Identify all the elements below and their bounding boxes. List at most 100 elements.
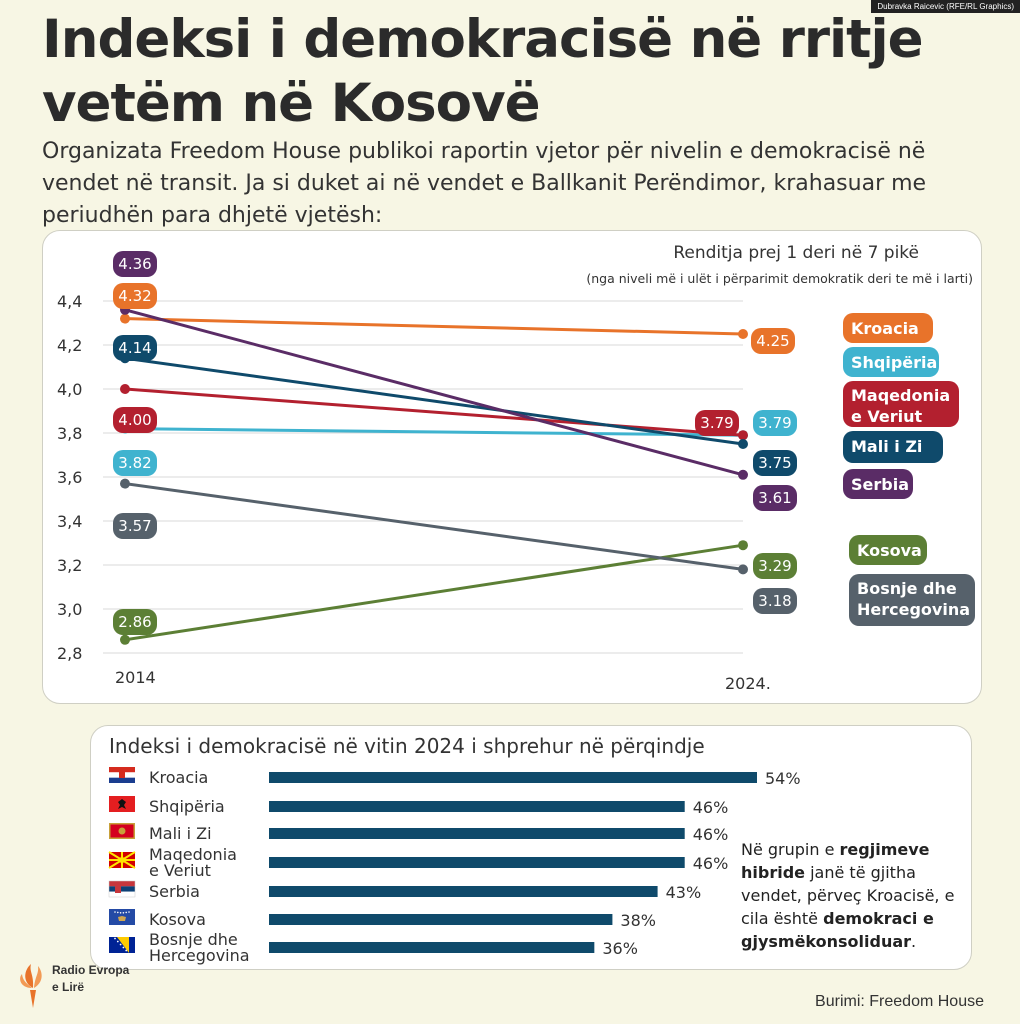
- series-line-shqiperia: [124, 427, 744, 437]
- series-line-kroacia: [124, 317, 744, 336]
- y-tick-label: 4,4: [57, 292, 82, 311]
- series-maqedonia-e-veriut: [120, 384, 748, 441]
- legend-box-bosnje-dhe-hercegovina: [849, 574, 975, 626]
- bar-category-label-mali-i-zi: Mali i Zi: [149, 824, 212, 843]
- bar-category-label-bosnje-dhe-hercegovina: Bosnje dhe Hercegovina: [149, 930, 250, 965]
- rfe-logo: Radio Evropa e Lirë: [16, 960, 156, 1016]
- bar-row-mali-i-zi: Mali i Zi 46%: [109, 823, 728, 844]
- data-label-maqedonia-e-veriut-2014: 4.00: [118, 411, 151, 429]
- data-label-mali-i-zi-2024-bg: [753, 450, 797, 476]
- bar-kroacia: [269, 772, 757, 783]
- series-kosova: [120, 540, 748, 645]
- series-line-kosova: [124, 543, 744, 642]
- y-tick-label: 3,0: [57, 600, 82, 619]
- data-label-kroacia-2014-bg: [113, 283, 157, 309]
- legend-label-maqedonia-e-veriut: Maqedonia e Veriut: [851, 386, 950, 426]
- legend-label-serbia: Serbia: [851, 475, 909, 494]
- labels-kroacia: 4.32 4.25 Kroacia: [113, 283, 933, 354]
- bar-value-label-kosova: 38%: [620, 911, 656, 930]
- page-subtitle: Organizata Freedom House publikoi raport…: [42, 139, 927, 228]
- data-point-kroacia-0: [120, 313, 130, 324]
- series-bosnje-dhe-hercegovina: [120, 478, 748, 575]
- bar-row-shqiperia: Shqipëria 46%: [109, 796, 728, 817]
- legend-box-shqiperia: [843, 347, 939, 377]
- bar-bosnje-dhe-hercegovina: [269, 942, 595, 953]
- data-label-bosnje-dhe-hercegovina-2024-bg: [753, 588, 797, 614]
- labels-shqiperia: 3.82 3.79 Shqipëria: [113, 347, 939, 476]
- data-label-mali-i-zi-2014-bg: [113, 335, 157, 361]
- bar-row-bosnje-dhe-hercegovina: Bosnje dhe Hercegovina 36%: [109, 930, 638, 965]
- data-label-shqiperia-2014-bg: [113, 450, 157, 476]
- data-point-kosova-0: [120, 634, 130, 645]
- bar-category-label-kosova: Kosova: [149, 910, 206, 929]
- y-tick-label: 2,8: [57, 644, 82, 663]
- legend-box-mali-i-zi: [843, 431, 943, 463]
- y-tick-label: 4,0: [57, 380, 82, 399]
- data-label-serbia-2024-bg: [753, 485, 797, 511]
- bosnia-flag-icon: [109, 937, 135, 953]
- data-label-serbia-2024: 3.61: [758, 489, 791, 507]
- series-line-bosnje-dhe-hercegovina: [124, 482, 744, 571]
- bar-category-label-shqiperia: Shqipëria: [149, 797, 225, 816]
- bar-category-label-kroacia: Kroacia: [149, 768, 208, 787]
- data-label-kosova-2014: 2.86: [118, 613, 151, 631]
- y-tick-label: 3,4: [57, 512, 82, 531]
- data-label-maqedonia-e-veriut-2014-bg: [113, 407, 157, 433]
- data-label-kosova-2024-bg: [753, 553, 797, 579]
- series-serbia: [120, 304, 748, 480]
- bar-value-label-mali-i-zi: 46%: [693, 825, 729, 844]
- bar-serbia: [269, 886, 658, 897]
- croatia-flag-icon: [109, 767, 135, 783]
- bar-kosova: [269, 914, 613, 925]
- data-point-kroacia-1: [738, 329, 748, 339]
- data-label-kroacia-2024: 4.25: [756, 332, 789, 350]
- bar-value-label-kroacia: 54%: [765, 769, 801, 788]
- hybrid-regimes-note: Në grupin e regjimeve hibride janë të gj…: [741, 840, 955, 951]
- labels-serbia: 4.36 3.61 Serbia: [113, 251, 913, 511]
- data-point-bosnje-dhe-hercegovina-0: [120, 478, 130, 489]
- labels-maqedonia-e-veriut: 4.00 3.79 Maqedonia e Veriut: [113, 381, 959, 436]
- data-label-maqedonia-e-veriut-2024: 3.79: [700, 414, 733, 432]
- x-tick-label: 2014: [115, 668, 156, 687]
- bar-value-label-serbia: 43%: [666, 883, 702, 902]
- bar-row-kosova: Kosova 38%: [109, 909, 656, 930]
- data-label-bosnje-dhe-hercegovina-2014: 3.57: [118, 517, 151, 535]
- bar-maqedonia-e-veriut: [269, 857, 685, 868]
- legend-label-shqiperia: Shqipëria: [851, 353, 937, 372]
- data-label-bosnje-dhe-hercegovina-2014-bg: [113, 513, 157, 539]
- albania-flag-icon: [109, 796, 135, 812]
- north-macedonia-flag-icon: [108, 851, 136, 869]
- legend-box-kroacia: [843, 313, 933, 343]
- labels-mali-i-zi: 4.14 3.75 Mali i Zi: [113, 335, 943, 476]
- legend-label-bosnje-dhe-hercegovina: Bosnje dhe Hercegovina: [857, 579, 970, 619]
- series-line-serbia: [124, 308, 744, 477]
- legend-box-serbia: [843, 469, 913, 499]
- legend-box-kosova: [849, 535, 927, 565]
- data-point-bosnje-dhe-hercegovina-1: [738, 564, 748, 575]
- bar-row-maqedonia-e-veriut: Maqedonia e Veriut 46%: [108, 845, 728, 880]
- series-line-maqedonia-e-veriut: [124, 387, 744, 437]
- page-title: Indeksi i demokracisë në rritje vetëm në…: [42, 9, 924, 134]
- y-tick-label: 4,2: [57, 336, 82, 355]
- data-point-mali-i-zi-1: [738, 439, 748, 449]
- legend-label-kosova: Kosova: [857, 541, 922, 560]
- bar-row-serbia: Serbia 43%: [108, 880, 702, 902]
- y-tick-label: 3,6: [57, 468, 82, 487]
- logo-text: Radio Evropa e Lirë: [52, 963, 130, 994]
- data-label-kroacia-2014: 4.32: [118, 287, 151, 305]
- bar-value-label-bosnje-dhe-hercegovina: 36%: [602, 939, 638, 958]
- data-label-kroacia-2024-bg: [751, 328, 795, 354]
- serbia-flag-icon: [108, 880, 136, 898]
- labels-bosnje-dhe-hercegovina: 3.57 3.18 Bosnje dhe Hercegovina: [113, 513, 975, 626]
- line-chart: 2,8 3,0 3,2 3,4 3,6 3,8 4,0 4,2 4,4 2014 2024. Rend…: [57, 243, 975, 693]
- x-tick-label: 2024.: [725, 674, 771, 693]
- data-label-bosnje-dhe-hercegovina-2024: 3.18: [758, 592, 791, 610]
- data-label-shqiperia-2024-bg: [753, 410, 797, 436]
- data-point-kosova-1: [738, 540, 748, 551]
- data-point-maqedonia-e-veriut-1: [738, 430, 748, 441]
- legend-label-kroacia: Kroacia: [851, 319, 919, 338]
- montenegro-flag-icon: [109, 823, 135, 839]
- labels-kosova: 2.86 3.29 Kosova: [113, 535, 927, 635]
- data-label-mali-i-zi-2014: 4.14: [118, 339, 151, 357]
- bar-row-kroacia: Kroacia 54%: [109, 767, 801, 788]
